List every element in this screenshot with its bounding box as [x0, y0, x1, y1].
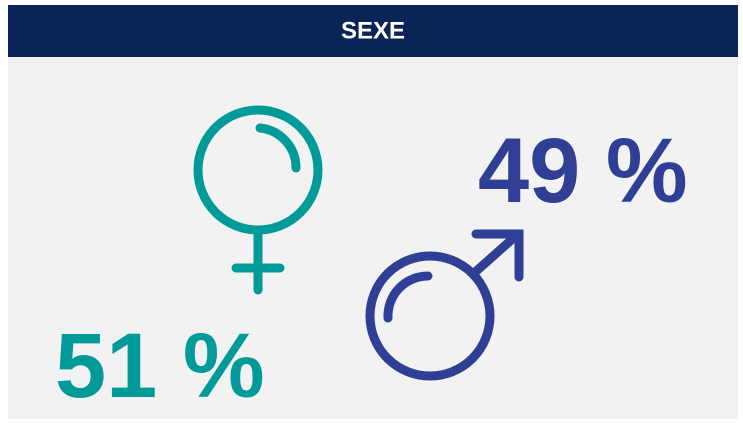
male-percentage: 49 %: [478, 120, 688, 222]
female-percentage: 51 %: [55, 315, 265, 417]
header-bar: [8, 5, 738, 57]
header-title: SEXE: [341, 17, 405, 44]
panel-background: [8, 57, 738, 419]
female-symbol: [193, 105, 323, 295]
male-symbol: [365, 229, 524, 381]
